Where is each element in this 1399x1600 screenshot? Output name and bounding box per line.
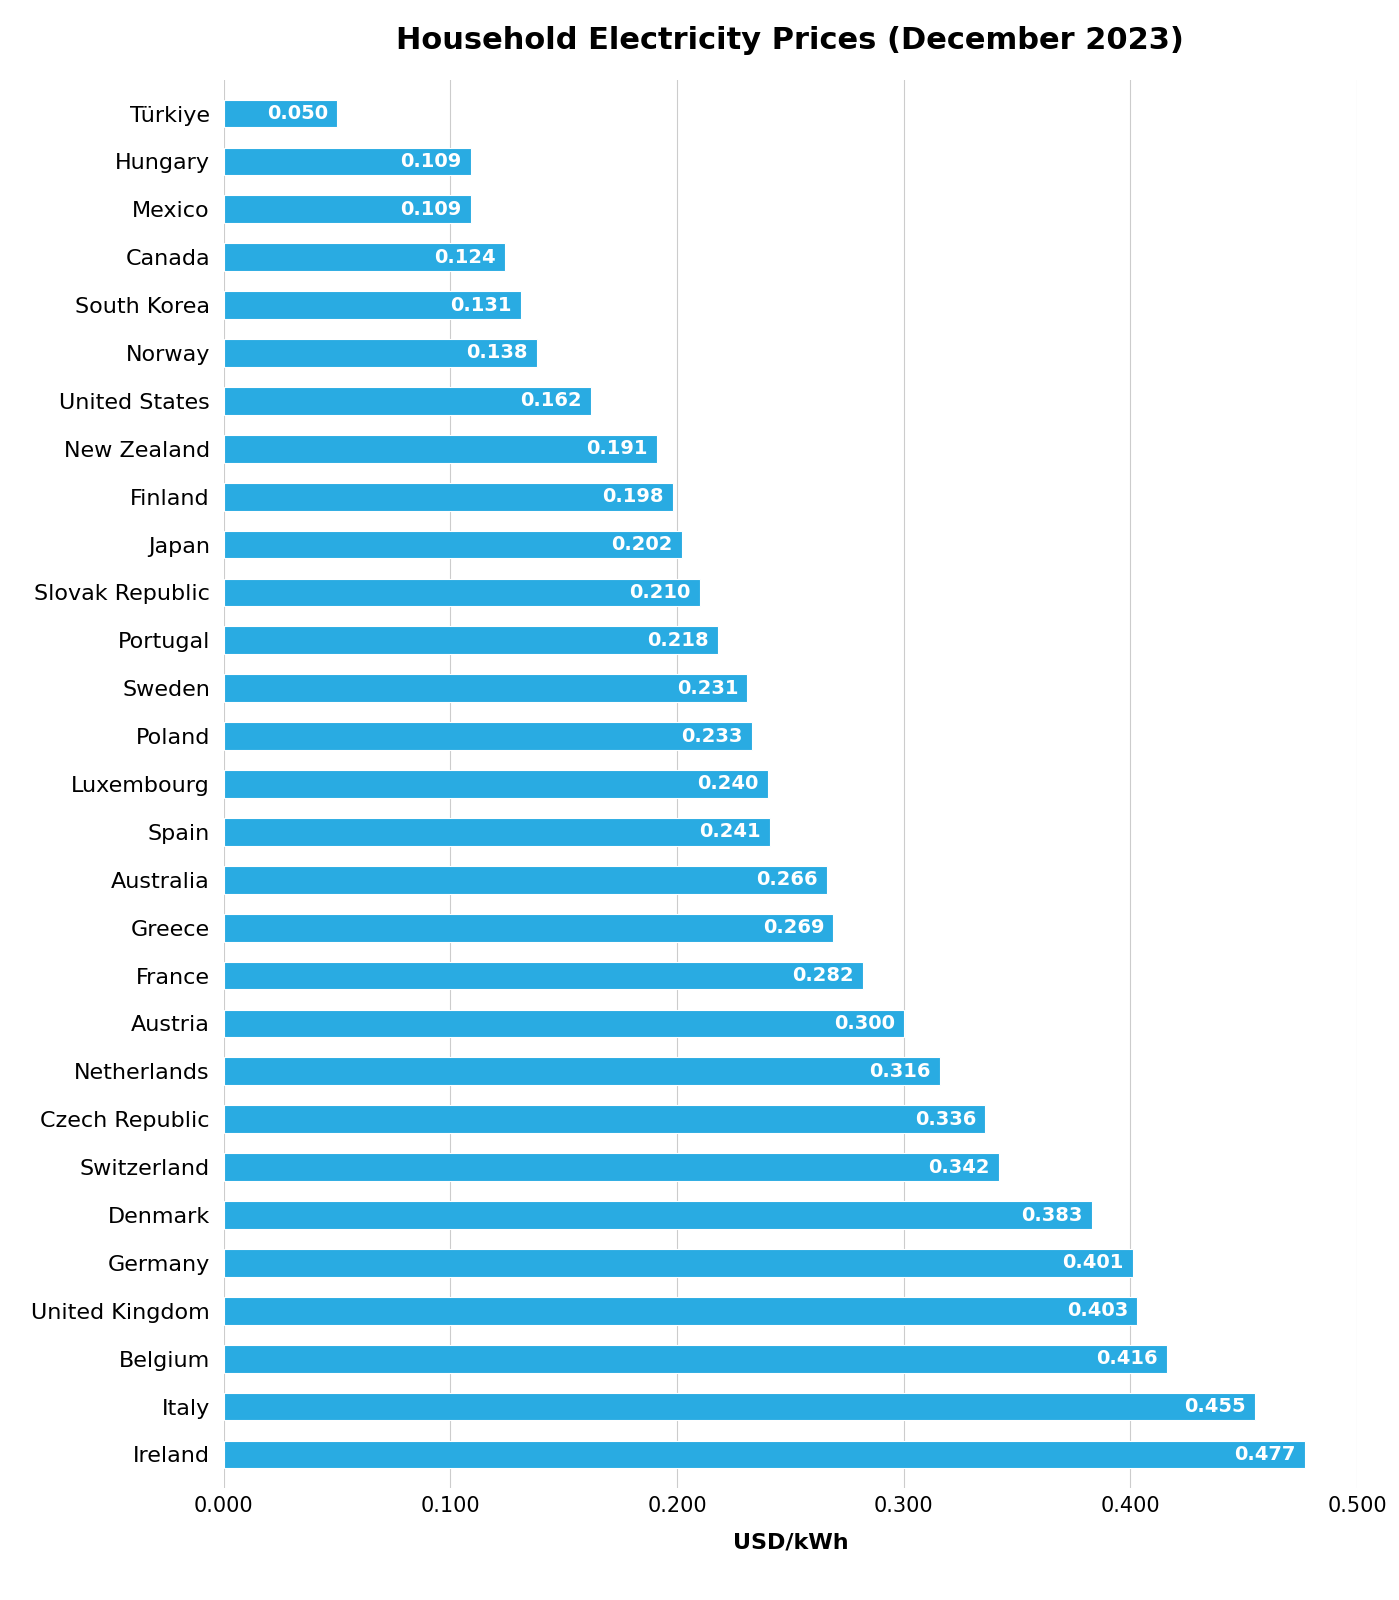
Text: 0.300: 0.300 [834,1014,895,1034]
Bar [224,1058,940,1085]
Bar [224,243,505,270]
Text: 0.218: 0.218 [648,630,709,650]
Text: 0.240: 0.240 [697,774,758,794]
Text: 0.109: 0.109 [400,152,462,171]
Text: 0.241: 0.241 [700,822,761,842]
Text: 0.269: 0.269 [762,918,824,938]
Text: 0.266: 0.266 [755,870,817,890]
Text: 0.316: 0.316 [869,1062,930,1082]
Bar [224,339,537,366]
Bar [224,1346,1167,1373]
Bar [224,531,681,558]
Bar [224,722,751,750]
X-axis label: USD/kWh: USD/kWh [733,1533,848,1554]
Bar [224,1010,904,1037]
Text: 0.416: 0.416 [1095,1349,1157,1368]
Text: 0.477: 0.477 [1234,1445,1295,1464]
Bar [224,435,656,462]
Bar [224,1154,999,1181]
Text: 0.231: 0.231 [677,678,739,698]
Bar [224,1106,985,1133]
Bar [224,195,471,222]
Text: 0.198: 0.198 [602,486,663,506]
Bar [224,1298,1137,1325]
Text: 0.131: 0.131 [450,296,512,315]
Bar [224,674,747,702]
Bar [224,579,700,606]
Text: 0.233: 0.233 [681,726,743,746]
Bar [224,627,718,654]
Text: 0.138: 0.138 [466,344,527,363]
Text: 0.124: 0.124 [434,248,495,267]
Text: 0.050: 0.050 [267,104,329,123]
Bar [224,99,337,128]
Bar [224,770,768,798]
Bar [224,866,827,894]
Text: 0.162: 0.162 [520,392,582,410]
Text: 0.455: 0.455 [1185,1397,1247,1416]
Text: 0.191: 0.191 [586,440,648,458]
Bar [224,1392,1255,1421]
Bar [224,147,471,176]
Bar [224,914,834,941]
Text: 0.342: 0.342 [929,1158,990,1176]
Text: 0.403: 0.403 [1067,1301,1128,1320]
Bar [224,962,863,989]
Text: 0.336: 0.336 [915,1110,977,1128]
Title: Household Electricity Prices (December 2023): Household Electricity Prices (December 2… [396,27,1185,56]
Text: 0.202: 0.202 [611,534,673,554]
Bar [224,1440,1305,1469]
Text: 0.282: 0.282 [792,966,853,986]
Bar [224,1250,1133,1277]
Bar [224,291,520,318]
Text: 0.210: 0.210 [630,582,691,602]
Bar [224,818,769,846]
Text: 0.109: 0.109 [400,200,462,219]
Text: 0.383: 0.383 [1021,1205,1083,1224]
Bar [224,483,673,510]
Bar [224,387,590,414]
Bar [224,1202,1091,1229]
Text: 0.401: 0.401 [1062,1253,1123,1272]
